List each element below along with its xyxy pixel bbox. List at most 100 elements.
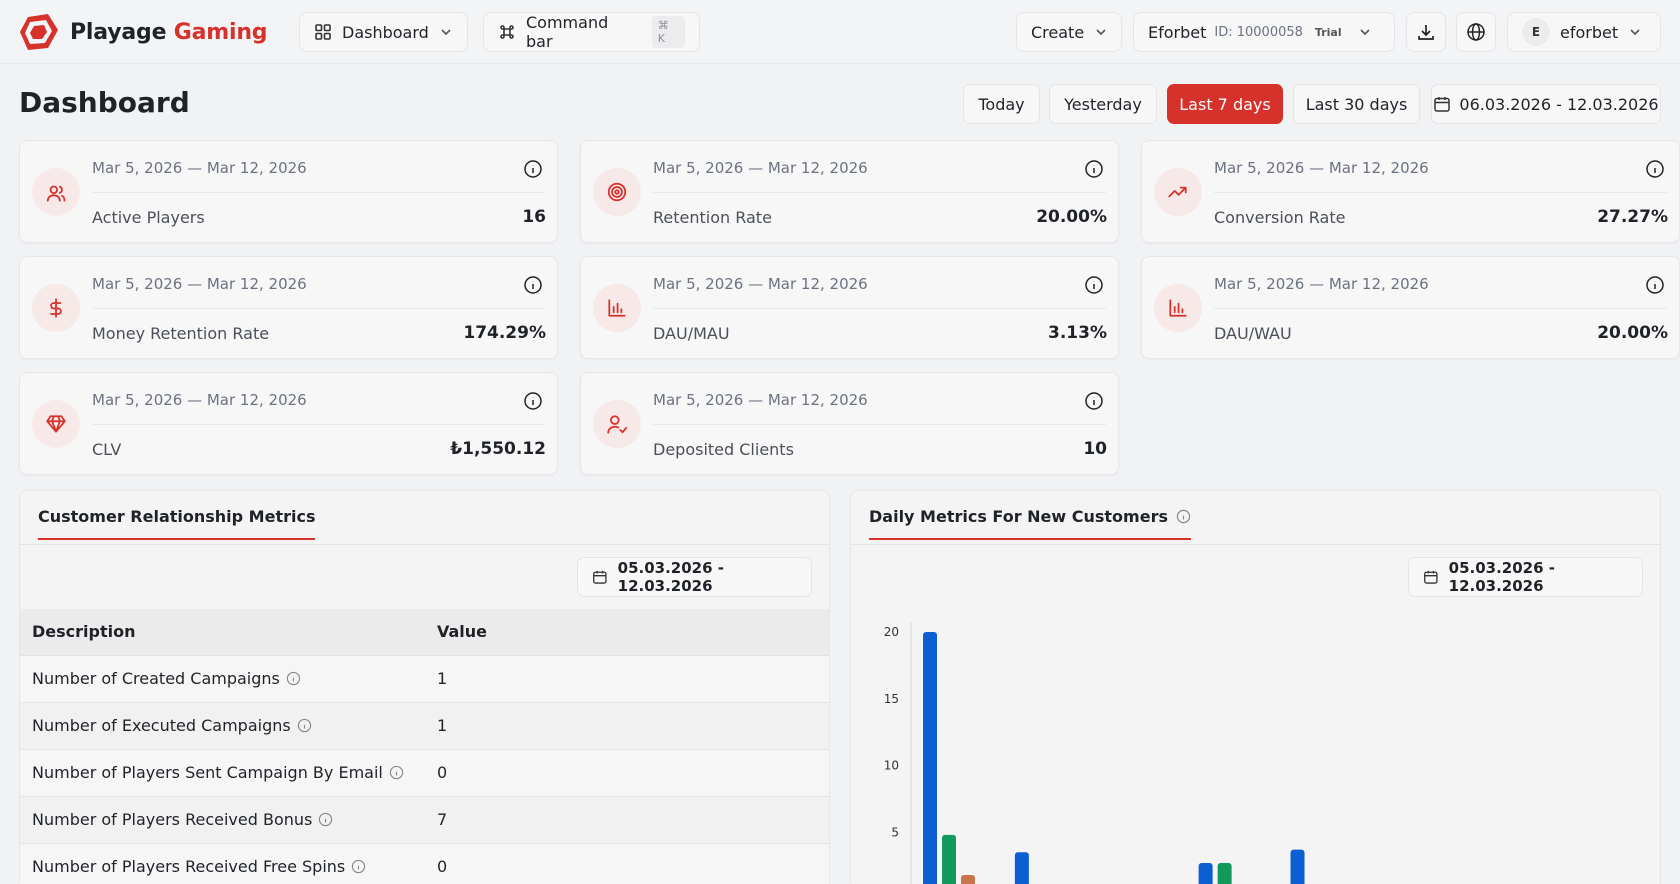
info-icon[interactable]	[351, 859, 366, 874]
kpi-card: Mar 5, 2026 — Mar 12, 2026 Retention Rate…	[580, 140, 1119, 243]
info-icon	[1646, 160, 1664, 178]
y-tick-label: 10	[884, 759, 899, 773]
account-switcher[interactable]: Eforbet ID: 10000058 Trial	[1133, 12, 1395, 52]
kpi-label: Conversion Rate	[1214, 208, 1346, 227]
chart-bar[interactable]	[1014, 852, 1029, 884]
kpi-label: DAU/MAU	[653, 324, 730, 343]
table-cell-value: 1	[425, 655, 829, 703]
table-cell-description: Number of Players Sent Campaign By Email	[20, 749, 425, 797]
kpi-icon-badge	[32, 284, 80, 332]
tab-daily-metrics-new-customers[interactable]: Daily Metrics For New Customers	[869, 507, 1191, 540]
divider	[1214, 308, 1667, 309]
table-row: Number of Executed Campaigns 1	[20, 702, 829, 750]
range-last-7-days-button[interactable]: Last 7 days	[1167, 84, 1283, 124]
kpi-info-button[interactable]	[1084, 391, 1104, 415]
custom-range-button[interactable]: 06.03.2026 - 12.03.2026	[1431, 84, 1661, 124]
range-last-30-days-button[interactable]: Last 30 days	[1293, 84, 1420, 124]
range-yesterday-button[interactable]: Yesterday	[1049, 84, 1157, 124]
table-cell-value: 0	[425, 749, 829, 797]
crm-date-range-label: 05.03.2026 - 12.03.2026	[617, 559, 724, 595]
kpi-info-button[interactable]	[1084, 275, 1104, 299]
kpi-date-range: Mar 5, 2026 — Mar 12, 2026	[653, 275, 868, 293]
info-icon	[1085, 276, 1103, 294]
kpi-info-button[interactable]	[523, 159, 543, 183]
command-shortcut: ⌘ K	[651, 16, 685, 48]
range-today-button[interactable]: Today	[963, 84, 1040, 124]
y-tick-label: 5	[891, 825, 899, 839]
crm-date-range-button[interactable]: 05.03.2026 - 12.03.2026	[577, 557, 812, 597]
kpi-info-button[interactable]	[1645, 275, 1665, 299]
table-row: Number of Players Received Free Spins 0	[20, 843, 829, 884]
create-button[interactable]: Create	[1016, 12, 1122, 52]
table-row: Number of Created Campaigns 1	[20, 655, 829, 703]
chart-bar[interactable]	[1198, 862, 1213, 884]
metric-description: Number of Players Received Bonus	[32, 810, 313, 829]
command-bar-label: Command bar	[526, 13, 609, 51]
divider	[92, 424, 545, 425]
kpi-info-button[interactable]	[523, 275, 543, 299]
kpi-icon-badge	[1154, 168, 1202, 216]
divider	[653, 424, 1106, 425]
avatar: E	[1522, 18, 1550, 46]
kpi-info-button[interactable]	[1645, 159, 1665, 183]
brand-logo[interactable]: Playage Gaming	[18, 12, 268, 52]
table-cell-description: Number of Created Campaigns	[20, 655, 425, 703]
chart-bar[interactable]	[942, 834, 956, 884]
language-button[interactable]	[1456, 12, 1496, 52]
bar-chart-icon	[608, 299, 626, 317]
kpi-card: Mar 5, 2026 — Mar 12, 2026 DAU/MAU 3.13%	[580, 256, 1119, 359]
kpi-date-range: Mar 5, 2026 — Mar 12, 2026	[92, 391, 307, 409]
chevron-down-icon	[1096, 29, 1106, 36]
globe-icon	[1467, 23, 1485, 41]
metric-description: Number of Players Sent Campaign By Email	[32, 763, 383, 782]
download-button[interactable]	[1406, 12, 1446, 52]
dashboard-menu-label: Dashboard	[342, 22, 429, 42]
dashboard-menu-button[interactable]: Dashboard	[299, 12, 468, 52]
info-icon[interactable]	[1176, 509, 1191, 524]
kpi-info-button[interactable]	[1084, 159, 1104, 183]
kpi-value: 10	[1083, 439, 1107, 459]
table-cell-value: 0	[425, 843, 829, 884]
kpi-info-button[interactable]	[523, 391, 543, 415]
info-icon	[524, 276, 542, 294]
table-cell-description: Number of Players Received Bonus	[20, 796, 425, 844]
daily-date-range-button[interactable]: 05.03.2026 - 12.03.2026	[1408, 557, 1643, 597]
kpi-label: Retention Rate	[653, 208, 772, 227]
daily-tab-label: Daily Metrics For New Customers	[869, 507, 1168, 526]
info-icon	[524, 392, 542, 410]
user-check-icon	[607, 415, 628, 434]
info-icon[interactable]	[389, 765, 404, 780]
metric-description: Number of Players Received Free Spins	[32, 857, 346, 876]
chart-bar[interactable]	[1217, 862, 1232, 884]
info-icon[interactable]	[286, 671, 301, 686]
custom-range-label: 06.03.2026 - 12.03.2026	[1459, 94, 1659, 114]
kpi-value: 174.29%	[463, 323, 546, 343]
info-icon[interactable]	[297, 718, 312, 733]
user-menu-button[interactable]: E eforbet	[1507, 12, 1661, 52]
command-bar-button[interactable]: Command bar ⌘ K	[483, 12, 700, 52]
kpi-label: Money Retention Rate	[92, 324, 270, 343]
divider	[92, 308, 545, 309]
kpi-date-range: Mar 5, 2026 — Mar 12, 2026	[92, 159, 307, 177]
table-cell-description: Number of Players Received Free Spins	[20, 843, 425, 884]
chart-bar[interactable]	[961, 874, 975, 884]
kpi-value: 20.00%	[1597, 323, 1668, 343]
chart-bar[interactable]	[1290, 849, 1305, 884]
top-bar: Playage Gaming Dashboard Command bar ⌘ K…	[0, 0, 1680, 64]
crm-panel: Customer Relationship Metrics 05.03.2026…	[19, 490, 830, 884]
kpi-value: ₺1,550.12	[450, 439, 546, 459]
kpi-date-range: Mar 5, 2026 — Mar 12, 2026	[92, 275, 307, 293]
chart-bar[interactable]	[923, 632, 937, 884]
kpi-value: 3.13%	[1048, 323, 1107, 343]
tab-customer-relationship-metrics[interactable]: Customer Relationship Metrics	[38, 507, 316, 540]
account-plan-badge: Trial	[1314, 25, 1342, 39]
metric-description: Number of Created Campaigns	[32, 669, 280, 688]
daily-date-range-label: 05.03.2026 - 12.03.2026	[1448, 559, 1555, 595]
table-cell-description: Number of Executed Campaigns	[20, 702, 425, 750]
table-cell-value: 1	[425, 702, 829, 750]
dollar-icon	[50, 298, 62, 318]
calendar-icon	[1434, 97, 1451, 112]
kpi-card: Mar 5, 2026 — Mar 12, 2026 Deposited Clie…	[580, 372, 1119, 475]
kpi-card: Mar 5, 2026 — Mar 12, 2026 Money Retentio…	[19, 256, 558, 359]
info-icon[interactable]	[318, 812, 333, 827]
